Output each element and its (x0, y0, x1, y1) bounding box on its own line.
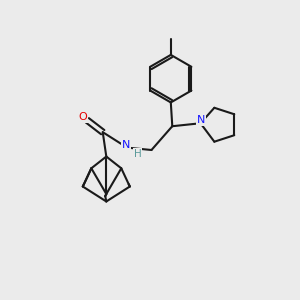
Text: H: H (134, 148, 141, 159)
Text: N: N (122, 140, 130, 150)
Text: N: N (197, 115, 205, 125)
Text: O: O (79, 112, 87, 122)
